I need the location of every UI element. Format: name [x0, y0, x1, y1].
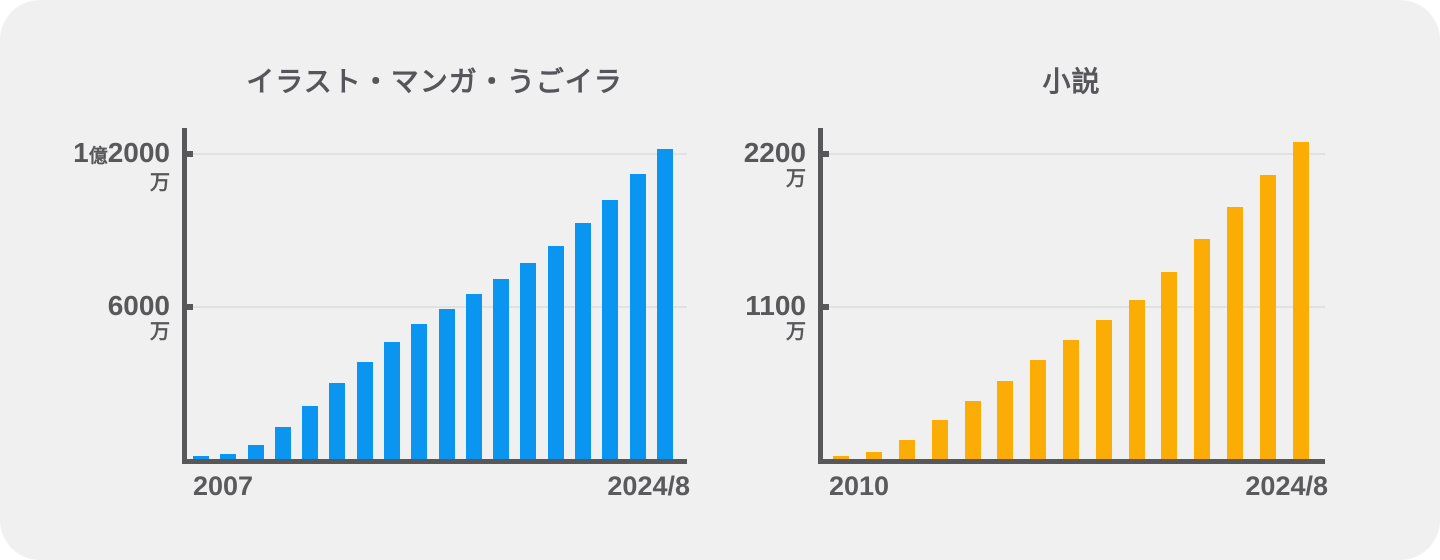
gridline	[187, 305, 687, 308]
bar-2017	[1062, 340, 1079, 459]
unit-kanji: 万	[786, 320, 806, 343]
gridline	[823, 305, 1325, 308]
unit-kanji: 万	[150, 172, 170, 194]
bar-2014	[964, 400, 981, 459]
x-axis-label-end: 2024/8	[607, 471, 690, 501]
bar-2015	[997, 381, 1014, 459]
bar-2019	[520, 263, 537, 459]
y-axis-tick	[818, 151, 829, 157]
bar-2019	[1128, 299, 1145, 459]
bar-2022	[1226, 207, 1243, 459]
tick-number: 6000	[107, 289, 170, 321]
bar-2009	[247, 445, 264, 459]
bar-2013	[931, 420, 948, 459]
chart-title-novel: 小説	[1042, 66, 1101, 97]
gridline	[187, 153, 687, 155]
illust-plot-area	[182, 128, 687, 464]
y-axis-line	[182, 128, 187, 464]
bar-2024/8	[656, 148, 673, 459]
bar-2011	[302, 405, 319, 459]
bar-2017	[465, 293, 482, 459]
bar-2023	[1259, 174, 1276, 459]
bar-2011	[866, 452, 883, 459]
bar-2012	[898, 439, 915, 459]
x-axis-label-start: 2010	[829, 471, 890, 501]
bar-2023	[629, 174, 646, 459]
y-tick-label: 1100 万	[745, 289, 806, 343]
tick-number: 1	[73, 137, 89, 168]
bar-2016	[438, 309, 455, 459]
y-axis-tick	[182, 303, 193, 310]
bar-2018	[493, 278, 510, 459]
y-tick-label: 2200 万	[743, 137, 806, 191]
gridline	[823, 153, 1325, 155]
bar-2018	[1095, 320, 1112, 459]
bar-2015	[411, 324, 428, 459]
bar-2020	[547, 245, 564, 459]
bar-2007	[193, 456, 209, 459]
tick-number: 2200	[743, 137, 806, 168]
y-tick-label: 1億2000 万	[73, 137, 170, 195]
x-axis-line	[818, 459, 1325, 464]
unit-kanji: 億	[88, 146, 108, 167]
unit-kanji: 万	[786, 168, 806, 190]
bar-2022	[602, 199, 619, 459]
bar-2010	[833, 456, 850, 459]
novel-plot-area	[818, 128, 1325, 464]
bar-2013	[356, 362, 373, 459]
x-axis-line	[182, 459, 687, 464]
chart-title-illust: イラスト・マンガ・うごイラ	[246, 66, 623, 97]
tick-number: 1100	[745, 289, 806, 321]
bar-2008	[220, 453, 237, 459]
y-tick-label: 6000 万	[107, 289, 170, 343]
y-axis-line	[818, 128, 823, 464]
bar-2014	[384, 342, 401, 459]
x-axis-label-end: 2024/8	[1245, 471, 1328, 501]
y-axis-tick	[182, 151, 193, 157]
bar-2020	[1161, 271, 1178, 459]
y-axis-tick	[818, 303, 829, 310]
tick-number: 2000	[107, 137, 170, 168]
bar-2021	[1194, 238, 1211, 459]
unit-kanji: 万	[150, 320, 170, 343]
bar-2010	[274, 427, 291, 459]
bar-2016	[1030, 359, 1047, 459]
bar-2012	[329, 382, 346, 459]
x-axis-label-start: 2007	[193, 471, 254, 501]
bar-2021	[575, 222, 592, 459]
bar-2024/8	[1292, 142, 1309, 459]
